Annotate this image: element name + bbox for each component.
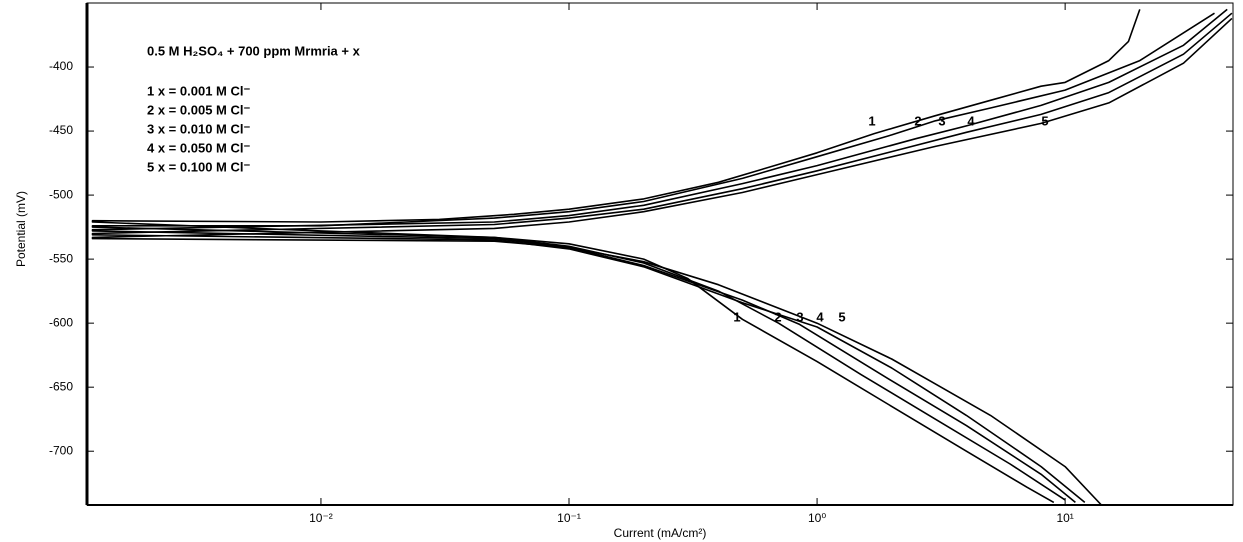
y-tick-label: -650 [49, 379, 73, 393]
curves [91, 8, 1233, 505]
legend-entry: 4 x = 0.050 M Cl⁻ [147, 140, 250, 155]
y-tick-label: -550 [49, 251, 73, 265]
legend-entry: 2 x = 0.005 M Cl⁻ [147, 102, 250, 117]
chart-title: 0.5 M H₂SO₄ + 700 ppm Mrmria + x [147, 43, 361, 58]
x-tick-label: 10⁻¹ [557, 511, 581, 525]
x-axis-title: Current (mA/cm²) [614, 526, 707, 540]
curve-label: 2 [914, 113, 921, 128]
curve-label: 5 [838, 309, 845, 324]
x-tick-label: 10⁻² [309, 511, 333, 525]
series-line [91, 9, 1141, 504]
curve-label: 2 [774, 309, 781, 324]
y-tick-label: -500 [49, 187, 73, 201]
y-tick-label: -450 [49, 123, 73, 137]
curve-label: 4 [816, 309, 824, 324]
curve-label: 3 [796, 309, 803, 324]
curve-label: 5 [1041, 113, 1048, 128]
curve-label: 3 [938, 113, 945, 128]
y-tick-label: -600 [49, 315, 73, 329]
legend-entry: 3 x = 0.010 M Cl⁻ [147, 121, 250, 136]
curve-label: 1 [868, 113, 875, 128]
curve-label: 4 [967, 113, 975, 128]
plot-frame [86, 2, 1234, 506]
series-line [91, 12, 1233, 504]
legend-entry: 5 x = 0.100 M Cl⁻ [147, 159, 250, 174]
y-axis-title: Potential (mV) [14, 191, 28, 267]
legend-entry: 1 x = 0.001 M Cl⁻ [147, 83, 250, 98]
curve-label: 1 [733, 309, 740, 324]
x-tick-label: 10⁰ [808, 511, 826, 525]
series-line [91, 12, 1215, 501]
y-tick-label: -700 [49, 443, 73, 457]
x-tick-label: 10¹ [1056, 511, 1073, 525]
series-line [91, 8, 1228, 504]
y-tick-label: -400 [49, 59, 73, 73]
series-line [91, 17, 1233, 505]
